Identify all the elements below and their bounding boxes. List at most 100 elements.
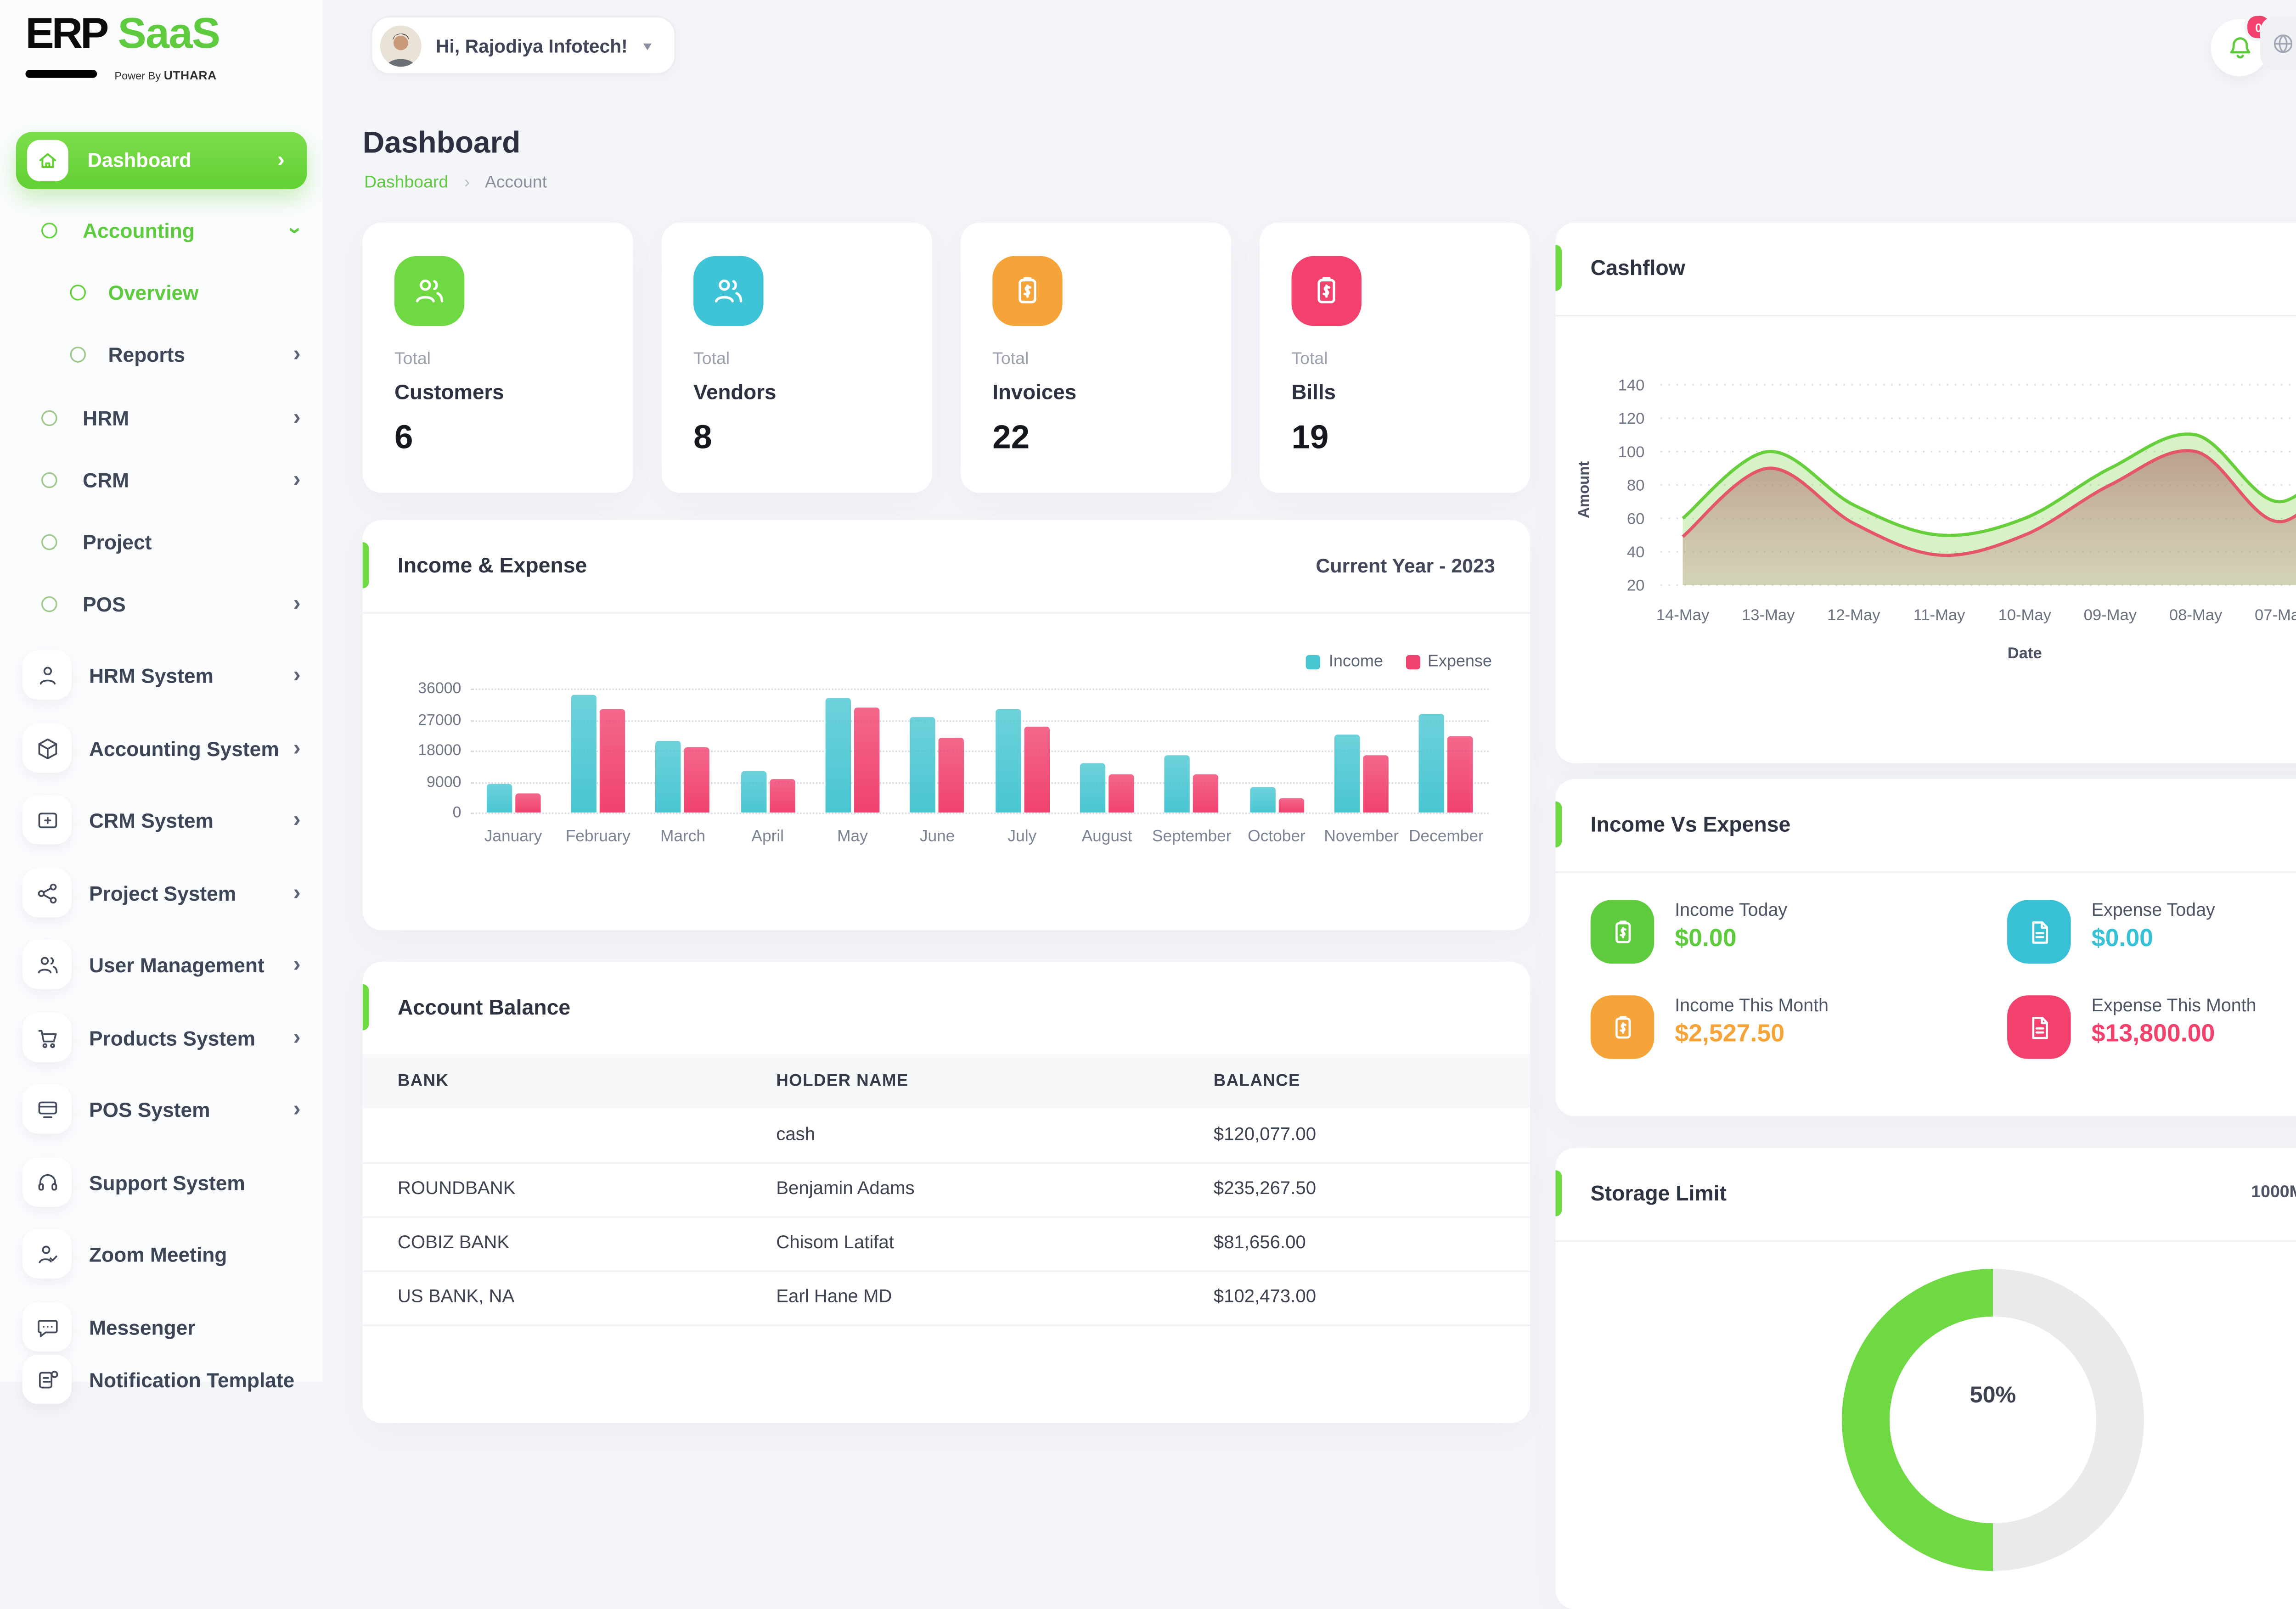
x-axis-label: July <box>1007 828 1037 846</box>
stat-card-icon-box <box>394 256 465 326</box>
legend-item-income[interactable]: Income <box>1306 654 1383 671</box>
sidebar-item-accounting-system[interactable]: Accounting System › <box>0 717 323 781</box>
stat-card-total-label: Total <box>394 350 431 369</box>
table-cell: Chisom Latifat <box>776 1232 894 1253</box>
sidebar-item-overview[interactable]: Overview <box>0 261 323 324</box>
sidebar-item-label: Overview <box>108 280 199 305</box>
stat-card-icon-box <box>1291 256 1362 326</box>
sidebar-item-crm[interactable]: CRM › <box>0 449 323 511</box>
income-vs-expense-grid: Income Today $0.00 Expense Today $0.00 Incom… <box>1590 900 2296 1059</box>
breadcrumb-separator: › <box>464 173 470 193</box>
bar-chart-x-axis: January February March April May June July Augu… <box>471 829 1489 846</box>
x-axis-label: 07-May <box>2255 606 2296 624</box>
sidebar-item-label: Support System <box>89 1171 245 1195</box>
x-axis-label: 14-May <box>1656 606 1710 624</box>
ive-icon-box <box>2007 995 2071 1059</box>
user-menu[interactable]: Hi, Rajodiya Infotech! ▼ <box>371 16 675 75</box>
sidebar-item-reports[interactable]: Reports › <box>0 324 323 386</box>
income-bar <box>1249 787 1275 813</box>
ive-value: $0.00 <box>1675 925 1737 953</box>
income-expense-header: Income & Expense Current Year - 2023 <box>362 520 1531 614</box>
chevron-right-icon: › <box>293 465 301 491</box>
sidebar-item-label: Project <box>83 530 152 555</box>
nav-icon-box <box>22 1013 72 1062</box>
sidebar-item-crm-system[interactable]: CRM System › <box>0 789 323 852</box>
chevron-right-icon: › <box>293 950 301 976</box>
income-bar <box>571 695 597 813</box>
sidebar-item-label: Dashboard <box>87 149 191 172</box>
y-axis-tick-label: 40 <box>1627 544 1645 561</box>
sidebar-item-hrm[interactable]: HRM › <box>0 386 323 449</box>
breadcrumb-home-link[interactable]: Dashboard <box>364 173 449 193</box>
stat-card-value: 8 <box>693 420 712 457</box>
bullet-icon <box>41 222 57 238</box>
table-cell: Earl Hane MD <box>776 1286 892 1307</box>
bill-icon <box>1019 277 1036 303</box>
column-header-balance: BALANCE <box>1213 1071 1300 1091</box>
sidebar-item-hrm-system[interactable]: HRM System › <box>0 644 323 708</box>
expense-bar <box>854 708 880 813</box>
x-axis-label: 13-May <box>1742 606 1795 624</box>
sidebar-item-pos[interactable]: POS › <box>0 574 323 636</box>
sidebar-item-pos-system[interactable]: POS System › <box>0 1078 323 1142</box>
sidebar-item-products-system[interactable]: Products System › <box>0 1006 323 1070</box>
stat-card-customers: Total Customers 6 <box>362 222 633 493</box>
sidebar-item-label: Accounting System <box>89 737 279 761</box>
language-selector[interactable]: English ▼ <box>2260 16 2296 70</box>
sidebar-item-messenger[interactable]: Messenger <box>0 1296 323 1360</box>
chevron-down-icon: ▼ <box>640 39 655 52</box>
stat-card-icon-box <box>693 256 764 326</box>
chevron-right-icon: › <box>293 340 301 366</box>
nav-icon-box <box>22 1355 72 1404</box>
sidebar-item-zoom-meeting[interactable]: Zoom Meeting <box>0 1223 323 1287</box>
stat-card-total-label: Total <box>1291 350 1328 369</box>
app-logo[interactable]: ERP SaaS <box>25 10 220 59</box>
income-vs-expense-panel: Income Vs Expense Income Today $0.00 Expen… <box>1555 779 2296 1116</box>
stat-card-name: Invoices <box>992 380 1077 404</box>
table-cell: US BANK, NA <box>397 1286 515 1307</box>
ive-item-income-today: Income Today $0.00 <box>1590 900 2007 964</box>
sidebar-item-label: Reports <box>108 343 186 367</box>
ive-item-income-this-month: Income This Month $2,527.50 <box>1590 995 2007 1059</box>
income-expense-panel: Income & Expense Current Year - 2023 Inc… <box>362 520 1531 931</box>
ive-icon-box <box>1590 900 1654 964</box>
sidebar-item-accounting[interactable]: Accounting › <box>0 199 323 261</box>
sidebar-item-dashboard[interactable]: Dashboard › <box>16 132 307 190</box>
income-vs-expense-header: Income Vs Expense <box>1555 779 2296 873</box>
legend-item-expense[interactable]: Expense <box>1405 654 1492 671</box>
income-bar <box>740 771 766 813</box>
income-expense-title: Income & Expense <box>397 553 587 577</box>
notifications-button[interactable]: 0 <box>2211 12 2273 77</box>
sidebar-item-notification-template[interactable]: Notification Template <box>0 1348 323 1412</box>
users-icon <box>416 279 444 303</box>
x-axis-label: March <box>660 828 706 846</box>
y-axis-title: Amount <box>1575 461 1592 518</box>
sidebar-item-project-system[interactable]: Project System › <box>0 862 323 925</box>
y-axis-tick-label: 27000 <box>418 711 461 729</box>
column-header-holder-name: HOLDER NAME <box>776 1071 909 1091</box>
table-row: ROUNDBANK Benjamin Adams $235,267.50 <box>362 1162 1531 1218</box>
bullet-icon <box>41 409 57 426</box>
nav-icon-box <box>22 1084 72 1134</box>
panel-accent-bar <box>1555 245 1562 291</box>
sidebar-item-user-management[interactable]: User Management › <box>0 933 323 997</box>
y-axis-tick-label: 18000 <box>418 742 461 760</box>
nav-icon-box <box>22 650 72 700</box>
cashflow-svg: 140 120 100 80 60 40 20 14-May 13-May 12-May 11-Ma… <box>1575 376 2296 662</box>
stat-card-value: 6 <box>394 420 413 457</box>
bar-group-may <box>810 689 895 813</box>
bar-group-september <box>1149 689 1234 813</box>
bell-icon <box>2229 36 2250 58</box>
x-axis-label: October <box>1248 828 1306 846</box>
sidebar-item-project[interactable]: Project <box>0 511 323 574</box>
ive-label: Income This Month <box>1675 997 1829 1016</box>
stat-card-name: Bills <box>1291 380 1336 404</box>
income-bar <box>825 698 851 813</box>
sidebar-item-support-system[interactable]: Support System <box>0 1151 323 1215</box>
storage-limit-title: Storage Limit <box>1590 1181 1727 1205</box>
globe-icon <box>2273 34 2292 52</box>
panel-accent-bar <box>1555 801 1562 848</box>
bar-group-january <box>471 689 556 813</box>
sidebar-item-label: CRM <box>83 468 129 492</box>
income-bar <box>1419 714 1445 813</box>
